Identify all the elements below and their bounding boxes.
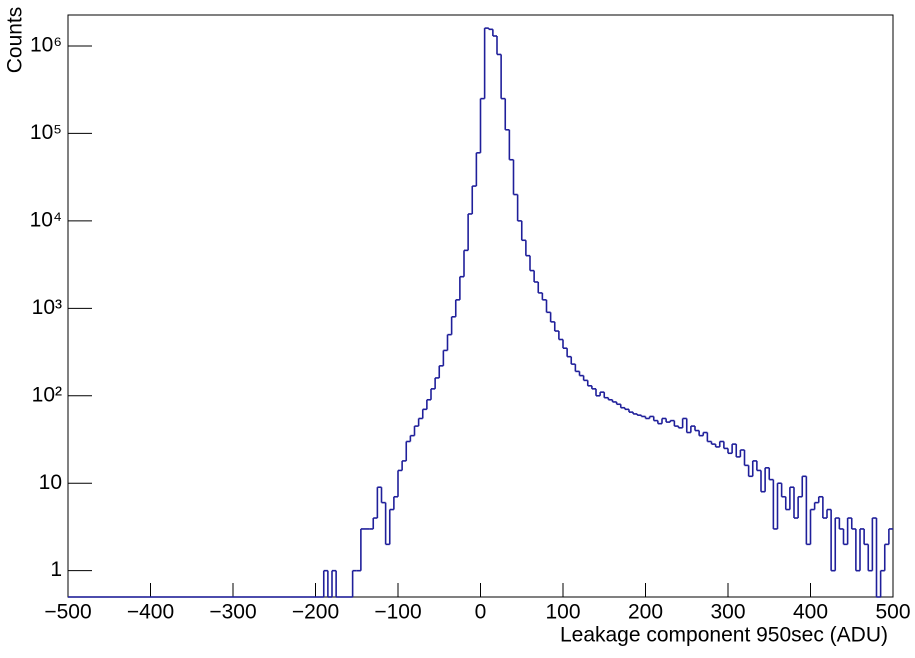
y-axis-label: Counts [4, 7, 27, 74]
x-tick-label: 200 [628, 601, 663, 624]
y-tick-label: 10⁴ [30, 208, 62, 231]
x-tick-label: −300 [209, 601, 256, 624]
x-tick-label: −200 [292, 601, 339, 624]
x-tick-label: 500 [875, 601, 910, 624]
x-tick-label: −500 [44, 601, 91, 624]
y-tick-label: 10⁶ [30, 34, 62, 57]
y-tick-label: 10⁵ [30, 121, 62, 144]
y-tick-label: 10³ [32, 296, 62, 319]
x-tick-label: 300 [710, 601, 745, 624]
y-tick-label: 1 [50, 558, 62, 581]
x-tick-label: −100 [374, 601, 421, 624]
x-axis-label: Leakage component 950sec (ADU) [560, 624, 888, 647]
x-tick-label: 100 [545, 601, 580, 624]
y-tick-label: 10² [32, 383, 62, 406]
y-tick-label: 10 [39, 471, 62, 494]
x-tick-label: 400 [793, 601, 828, 624]
x-tick-label: 0 [475, 601, 487, 624]
x-tick-label: −400 [127, 601, 174, 624]
